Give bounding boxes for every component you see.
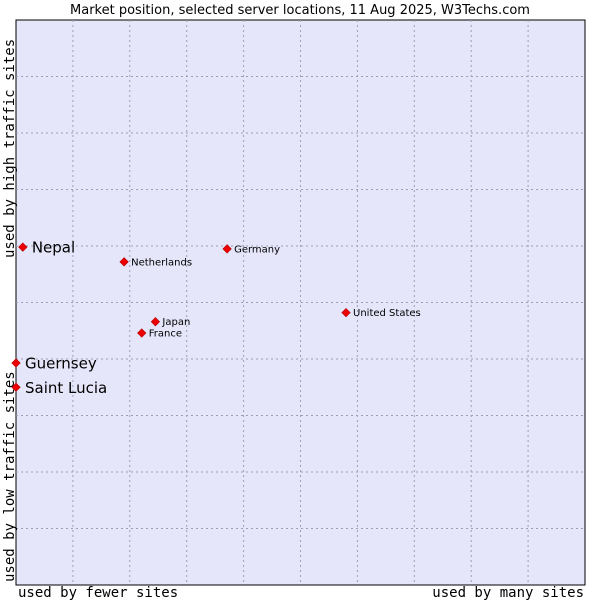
point-united-states: United States	[341, 308, 421, 319]
point-marker	[119, 257, 129, 267]
point-netherlands: Netherlands	[119, 257, 192, 268]
point-japan: Japan	[150, 317, 190, 328]
point-guernsey: Guernsey	[11, 354, 97, 372]
y-axis-label-top: used by high traffic sites	[2, 39, 18, 258]
point-marker	[341, 308, 351, 318]
point-marker	[11, 382, 21, 392]
point-label: United States	[353, 308, 421, 319]
point-marker	[222, 244, 232, 254]
point-label: Saint Lucia	[25, 379, 107, 397]
grid-lines	[16, 20, 585, 585]
point-label: Japan	[161, 317, 190, 328]
chart-title: Market position, selected server locatio…	[70, 3, 530, 18]
point-marker	[150, 317, 161, 327]
data-points: Nepal Guernsey Saint Lucia Netherlands Germa…	[11, 239, 421, 397]
point-nepal: Nepal	[18, 239, 75, 257]
point-marker	[137, 328, 147, 338]
point-label: Netherlands	[131, 257, 192, 268]
x-axis-label-right: used by many sites	[432, 585, 584, 600]
point-marker	[11, 358, 21, 368]
point-label: Germany	[234, 244, 280, 255]
point-marker	[18, 242, 28, 252]
x-axis-label-left: used by fewer sites	[18, 585, 178, 600]
point-label: Nepal	[32, 239, 75, 257]
point-label: France	[149, 329, 182, 340]
point-france: France	[137, 328, 182, 340]
point-germany: Germany	[222, 244, 280, 255]
point-saint-lucia: Saint Lucia	[11, 379, 107, 397]
y-axis-label-bottom: used by low traffic sites	[2, 371, 18, 582]
point-label: Guernsey	[25, 354, 97, 372]
